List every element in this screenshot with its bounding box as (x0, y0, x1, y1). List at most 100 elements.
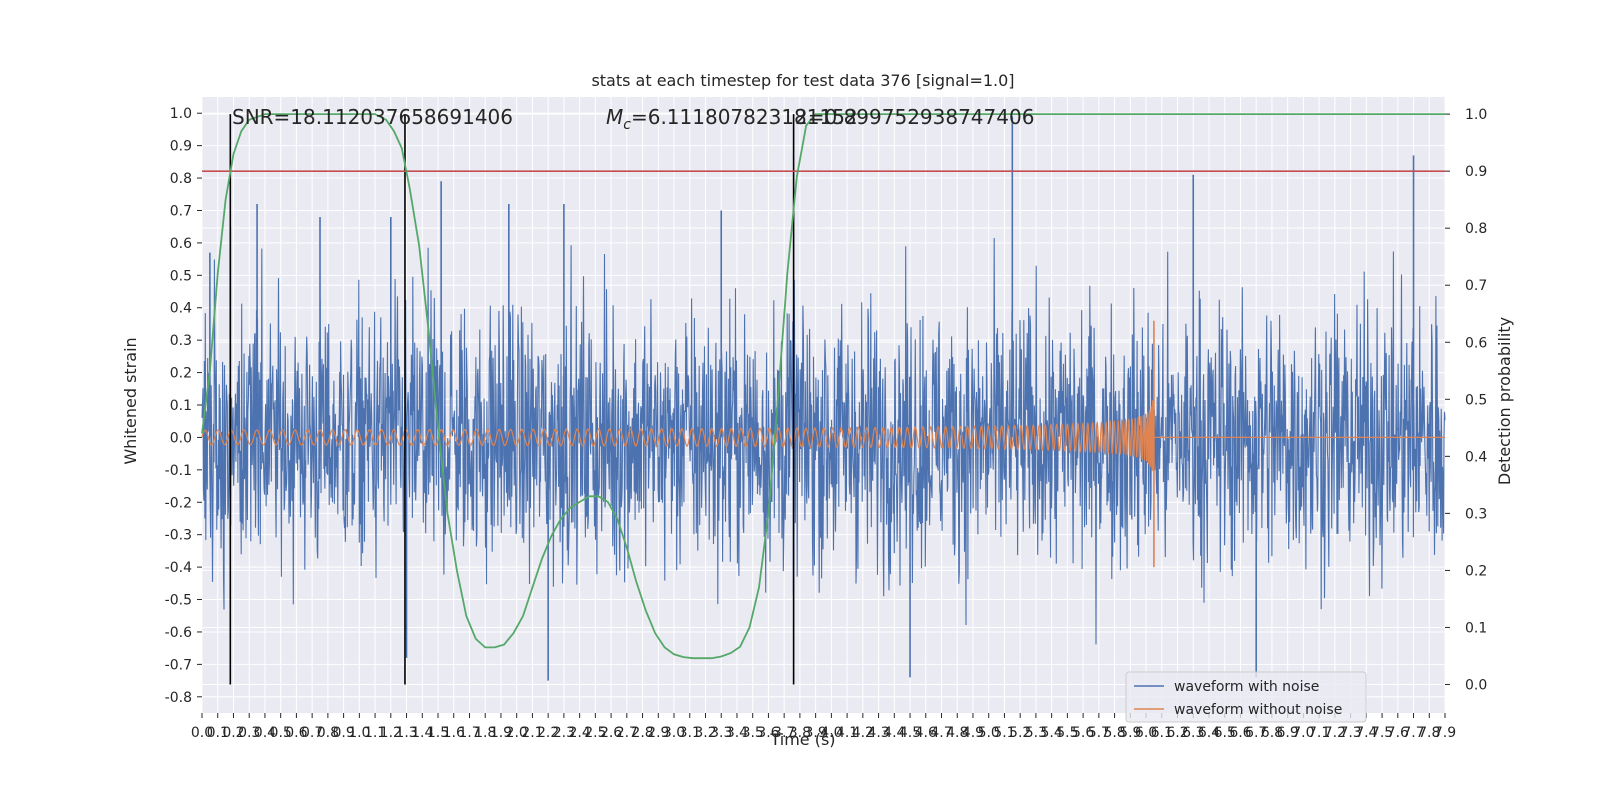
x-axis-ticks: 0.00.10.20.30.40.50.60.70.80.91.01.11.21… (191, 713, 1456, 741)
y-axis-label: Whitened strain (121, 337, 140, 464)
probability-trace (201, 113, 1445, 660)
series-detection-probability (201, 113, 1445, 660)
y2-tick-label: 0.1 (1465, 620, 1487, 636)
x-tick-label: 3.9 (805, 725, 827, 741)
y2-tick-label: 0.4 (1465, 449, 1487, 465)
x-tick-label: 7.3 (1339, 725, 1361, 741)
y2-tick-label: 0.6 (1465, 335, 1487, 351)
x-tick-label: 2.7 (616, 725, 638, 741)
y-tick-label: 0.2 (170, 366, 192, 382)
x-tick-label: 0.9 (332, 725, 354, 741)
x-tick-label: 1.3 (395, 725, 417, 741)
x-tick-label: 5.6 (1072, 725, 1094, 741)
y-tick-label: -0.7 (165, 657, 192, 673)
x-tick-label: 3.2 (694, 725, 716, 741)
x-tick-label: 1.1 (364, 725, 386, 741)
mc-value: =6.111807823181152 (631, 105, 858, 129)
x-tick-label: 1.6 (443, 725, 465, 741)
y2-axis-label: Detection probability (1495, 317, 1514, 485)
y-tick-label: 0.0 (170, 430, 192, 446)
x-tick-label: 6.6 (1229, 725, 1251, 741)
x-axis-label: Time (s) (769, 730, 835, 749)
x-tick-label: 4.8 (946, 725, 968, 741)
x-tick-label: 7.0 (1292, 725, 1314, 741)
x-tick-label: 2.8 (631, 725, 653, 741)
x-tick-label: 4.6 (915, 725, 937, 741)
x-tick-label: 1.2 (380, 725, 402, 741)
y-tick-label: 1.0 (170, 106, 192, 122)
x-tick-label: 1.0 (348, 725, 370, 741)
x-tick-label: 7.2 (1324, 725, 1346, 741)
legend: waveform with noise waveform without noi… (1125, 671, 1367, 723)
x-tick-label: 3.4 (726, 725, 748, 741)
x-tick-label: 2.6 (600, 725, 622, 741)
x-tick-label: 3.6 (757, 725, 779, 741)
x-tick-label: 5.1 (993, 725, 1015, 741)
legend-entry-noise: waveform with noise (1174, 679, 1319, 695)
y-tick-label: 0.7 (170, 203, 192, 219)
x-tick-label: 1.5 (427, 725, 449, 741)
x-tick-label: 5.2 (1009, 725, 1031, 741)
x-tick-label: 7.8 (1418, 725, 1440, 741)
y-tick-label: -0.1 (165, 463, 192, 479)
x-tick-label: 4.5 (899, 725, 921, 741)
y2-tick-label: 0.3 (1465, 506, 1487, 522)
x-tick-label: 1.9 (490, 725, 512, 741)
x-tick-label: 0.2 (222, 725, 244, 741)
x-tick-label: 5.7 (1088, 725, 1110, 741)
x-tick-label: 7.7 (1402, 725, 1424, 741)
x-tick-label: 3.5 (742, 725, 764, 741)
x-tick-label: 4.2 (852, 725, 874, 741)
x-tick-label: 2.2 (537, 725, 559, 741)
x-tick-label: 6.2 (1166, 725, 1188, 741)
series-waveform-with-noise (201, 116, 1446, 681)
x-tick-label: 6.7 (1245, 725, 1267, 741)
y2-tick-label: 0.9 (1465, 164, 1487, 180)
snr-annotation: SNR=18.112037658691406 (232, 105, 513, 129)
x-tick-label: 0.1 (207, 725, 229, 741)
chart-title: stats at each timestep for test data 376… (591, 71, 1014, 90)
x-tick-label: 2.1 (521, 725, 543, 741)
x-tick-label: 7.6 (1387, 725, 1409, 741)
x-tick-label: 2.0 (506, 725, 528, 741)
legend-box (1125, 671, 1367, 723)
x-tick-label: 4.7 (930, 725, 952, 741)
x-tick-label: 6.0 (1135, 725, 1157, 741)
x-tick-label: 0.5 (270, 725, 292, 741)
x-tick-label: 3.8 (789, 725, 811, 741)
x-tick-label: 5.4 (1041, 725, 1063, 741)
x-tick-label: 0.4 (254, 725, 276, 741)
x-tick-label: 7.5 (1371, 725, 1393, 741)
x-tick-label: 0.6 (285, 725, 307, 741)
x-tick-label: 6.5 (1214, 725, 1236, 741)
x-tick-label: 0.0 (191, 725, 213, 741)
chirp-trace (201, 400, 1445, 472)
x-tick-label: 6.3 (1182, 725, 1204, 741)
x-tick-label: 5.8 (1103, 725, 1125, 741)
y2-axis-ticks: 1.0 0.9 0.8 0.7 0.6 0.5 0.4 0.3 0.2 0.1 0.0 (1445, 107, 1487, 693)
y2-tick-label: 0.8 (1465, 221, 1487, 237)
y-tick-label: 0.8 (170, 171, 192, 187)
x-tick-label: 3.0 (663, 725, 685, 741)
y2-tick-label: 1.0 (1465, 107, 1487, 123)
y2-tick-label: 0.2 (1465, 563, 1487, 579)
x-tick-label: 6.1 (1151, 725, 1173, 741)
legend-entry-clean: waveform without noise (1174, 702, 1342, 718)
y-tick-label: -0.2 (165, 495, 192, 511)
x-tick-label: 6.4 (1198, 725, 1220, 741)
x-tick-label: 1.8 (474, 725, 496, 741)
y-tick-label: 0.4 (170, 301, 192, 317)
x-tick-label: 2.5 (584, 725, 606, 741)
x-tick-label: 5.9 (1119, 725, 1141, 741)
y-tick-label: 0.5 (170, 268, 192, 284)
y-tick-label: -0.6 (165, 625, 192, 641)
overlap-annotation: 2=0.899752938747406 (795, 105, 1034, 129)
x-tick-label: 0.7 (301, 725, 323, 741)
mc-subscript: c (623, 117, 631, 133)
x-tick-label: 2.9 (647, 725, 669, 741)
series-waveform-without-noise (201, 320, 1445, 568)
x-tick-label: 0.3 (238, 725, 260, 741)
x-tick-label: 1.4 (411, 725, 433, 741)
x-tick-label: 3.1 (679, 725, 701, 741)
x-tick-label: 5.3 (1025, 725, 1047, 741)
